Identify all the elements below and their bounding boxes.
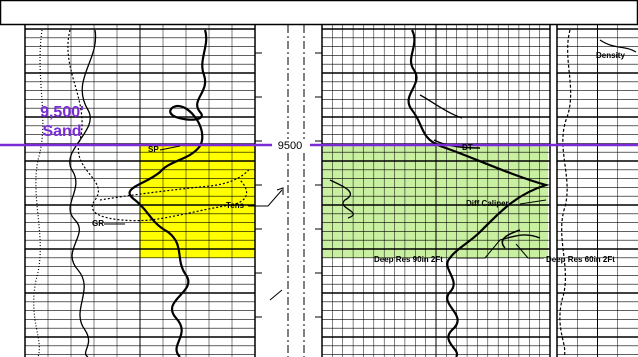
- depth-track: [255, 25, 322, 357]
- diff-caliper-label: Diff Caliper: [466, 199, 509, 208]
- density-curve: [559, 29, 572, 357]
- sp-leader: [159, 145, 181, 151]
- dt-label: DT: [462, 143, 473, 152]
- gr-label: GR: [92, 219, 104, 228]
- tens-leader: [248, 189, 283, 207]
- depth-label: 9500: [278, 140, 302, 152]
- dt-curve: [407, 29, 550, 357]
- tens-label: Tens: [226, 201, 245, 210]
- deep-res-90-leader: [457, 239, 501, 259]
- tens-curve: [33, 29, 44, 357]
- tens-arrowhead: [276, 187, 284, 195]
- density-label: Density: [596, 51, 625, 60]
- diff-caliper-leader: [519, 199, 547, 205]
- track-3-grid: [557, 25, 638, 357]
- depth-arrow: [269, 289, 283, 301]
- gr-curve: [69, 29, 97, 357]
- sp-label: SP: [148, 145, 159, 154]
- density-curve-2: [599, 39, 637, 53]
- sand-label-line2: Sand: [42, 123, 81, 140]
- dotted-curve: [67, 29, 251, 222]
- deep-res-60-label: Deep Res 60in 2Ft: [546, 255, 615, 264]
- depth-label-bg: [272, 139, 310, 151]
- track-2-grid: [322, 25, 550, 357]
- track-1-grid: [25, 25, 255, 357]
- sand-label-line1: 9,500': [40, 104, 84, 121]
- left-track-sand-highlight: [140, 146, 255, 258]
- deep-res-90-label: Deep Res 90in 2Ft: [374, 255, 443, 264]
- sp-curve: [128, 29, 208, 357]
- deep-res-60-leader: [515, 243, 544, 259]
- header-strip: [0, 0, 638, 26]
